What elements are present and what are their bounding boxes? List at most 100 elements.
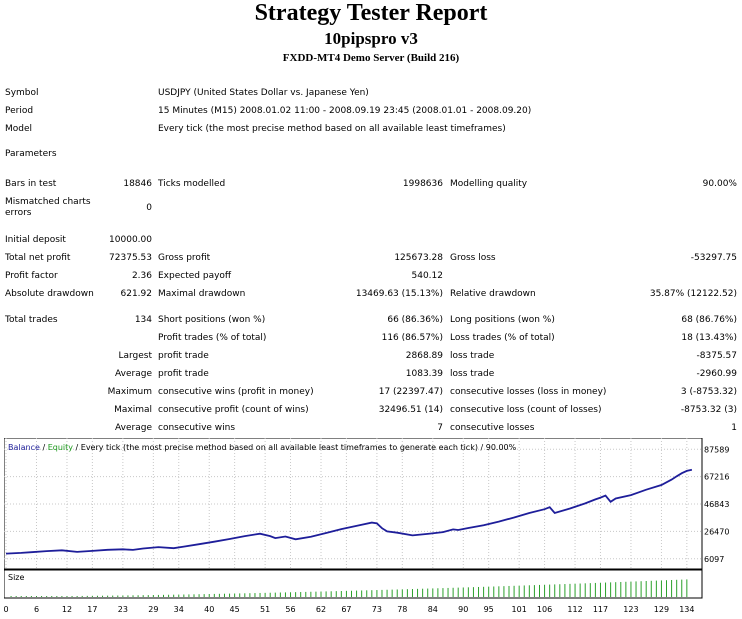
ticks-label: Ticks modelled [158,179,226,189]
x-tick-label: 134 [679,605,694,614]
model-label: Model [5,124,33,134]
x-tick-label: 51 [260,605,270,614]
x-tick-label: 84 [428,605,438,614]
x-tick-label: 95 [484,605,494,614]
average-consecutive-wins-label: consecutive wins [158,423,236,433]
chart-grid [4,438,702,598]
quality-value: 90.00% [702,179,737,189]
average-consecutive-losses-value: 1 [731,423,737,433]
period-value: 15 Minutes (M15) 2008.01.02 11:00 - 2008… [158,106,532,116]
x-tick-label: 112 [567,605,582,614]
total-trades-value: 134 [134,315,152,325]
largest-loss-value: -8375.57 [696,351,737,361]
relative-drawdown-label: Relative drawdown [450,289,536,299]
size-panel-label: Size [8,573,25,582]
y-tick-label: 67216 [704,473,729,482]
gross-loss-label: Gross loss [450,253,496,263]
x-tick-label: 40 [204,605,214,614]
x-tick-label: 6 [34,605,39,614]
symbol-value: USDJPY (United States Dollar vs. Japanes… [158,88,369,98]
gross-profit-value: 125673.28 [394,253,443,263]
largest-profit-value: 2868.89 [405,351,443,361]
x-tick-label: 23 [118,605,128,614]
x-tick-label: 0 [4,605,9,614]
balance-chart-svg: Balance / Equity / Every tick (the most … [4,438,729,614]
net-profit-value: 72375.53 [109,253,152,263]
mismatch-label-2: errors [5,208,32,218]
absolute-drawdown-value: 621.92 [120,289,153,299]
x-tick-label: 123 [623,605,638,614]
x-tick-label: 56 [285,605,295,614]
x-axis-ticks: 0 6 12 17 23 29 34 40 45 51 56 62 67 73 78 84 90 95 101 106… [4,605,694,614]
maximal-label: Maximal [114,405,152,415]
net-profit-label: Total net profit [5,253,71,263]
short-positions-value: 66 (86.36%) [387,315,443,325]
x-tick-label: 101 [512,605,527,614]
max-consecutive-losses-value: 3 (-8753.32) [680,387,737,397]
largest-loss-label: loss trade [450,351,495,361]
legend-separator: / [40,443,48,452]
gross-profit-label: Gross profit [158,253,211,263]
total-trades-label: Total trades [5,315,58,325]
maximum-label: Maximum [107,387,152,397]
y-tick-label: 6097 [704,555,724,564]
max-consecutive-wins-value: 17 (22397.47) [378,387,443,397]
expert-name: 10pipspro v3 [324,29,418,48]
report-title: Strategy Tester Report [254,0,488,26]
x-tick-label: 117 [593,605,608,614]
size-plot-frame [4,569,703,599]
bars-label: Bars in test [5,179,57,189]
x-tick-label: 17 [87,605,97,614]
average-loss-label: loss trade [450,369,495,379]
absolute-drawdown-label: Absolute drawdown [5,289,94,299]
mismatch-label: Mismatched charts [5,197,91,207]
maximal-consecutive-profit-value: 32496.51 (14) [378,405,443,415]
y-axis-ticks: 87589 67216 46843 26470 6097 [704,445,729,564]
average-profit-label: profit trade [158,369,209,379]
x-tick-label: 34 [174,605,184,614]
x-tick-label: 62 [316,605,326,614]
quality-label: Modelling quality [450,179,528,189]
symbol-label: Symbol [5,88,39,98]
maximal-consecutive-loss-label: consecutive loss (count of losses) [450,405,602,415]
legend-description: / Every tick (the most precise method ba… [73,443,517,452]
x-tick-label: 73 [372,605,382,614]
loss-trades-label: Loss trades (% of total) [450,333,555,343]
average-consecutive-losses-label: consecutive losses [450,423,535,433]
y-tick-label: 87589 [704,445,729,454]
expected-payoff-label: Expected payoff [158,271,232,281]
ticks-value: 1998636 [402,179,443,189]
short-positions-label: Short positions (won %) [158,315,266,325]
profit-factor-label: Profit factor [5,271,58,281]
max-consecutive-losses-label: consecutive losses (loss in money) [450,387,607,397]
bars-value: 18846 [123,179,152,189]
legend-equity: Equity [48,443,74,452]
x-tick-label: 90 [458,605,468,614]
average-consecutive-label: Average [115,423,152,433]
deposit-label: Initial deposit [5,235,66,245]
expected-payoff-value: 540.12 [411,271,444,281]
x-tick-label: 129 [654,605,669,614]
x-tick-label: 67 [341,605,351,614]
profit-trades-value: 116 (86.57%) [381,333,443,343]
period-label: Period [5,106,34,116]
model-value: Every tick (the most precise method base… [158,124,506,134]
maximal-consecutive-profit-label: consecutive profit (count of wins) [158,405,309,415]
maximal-consecutive-loss-value: -8753.32 (3) [680,405,737,415]
average-loss-value: -2960.99 [696,369,737,379]
chart-legend: Balance / Equity / Every tick (the most … [8,443,517,452]
average-label: Average [115,369,152,379]
x-tick-label: 78 [397,605,407,614]
deposit-value: 10000.00 [109,235,152,245]
gross-loss-value: -53297.75 [690,253,737,263]
max-consecutive-wins-label: consecutive wins (profit in money) [158,387,314,397]
x-tick-label: 29 [148,605,158,614]
average-profit-value: 1083.39 [405,369,443,379]
legend-balance: Balance [8,443,40,452]
mismatch-value: 0 [146,203,152,213]
largest-label: Largest [118,351,152,361]
profit-trades-label: Profit trades (% of total) [158,333,267,343]
size-bars [10,579,688,597]
maximal-drawdown-label: Maximal drawdown [158,289,246,299]
relative-drawdown-value: 35.87% (12122.52) [649,289,737,299]
